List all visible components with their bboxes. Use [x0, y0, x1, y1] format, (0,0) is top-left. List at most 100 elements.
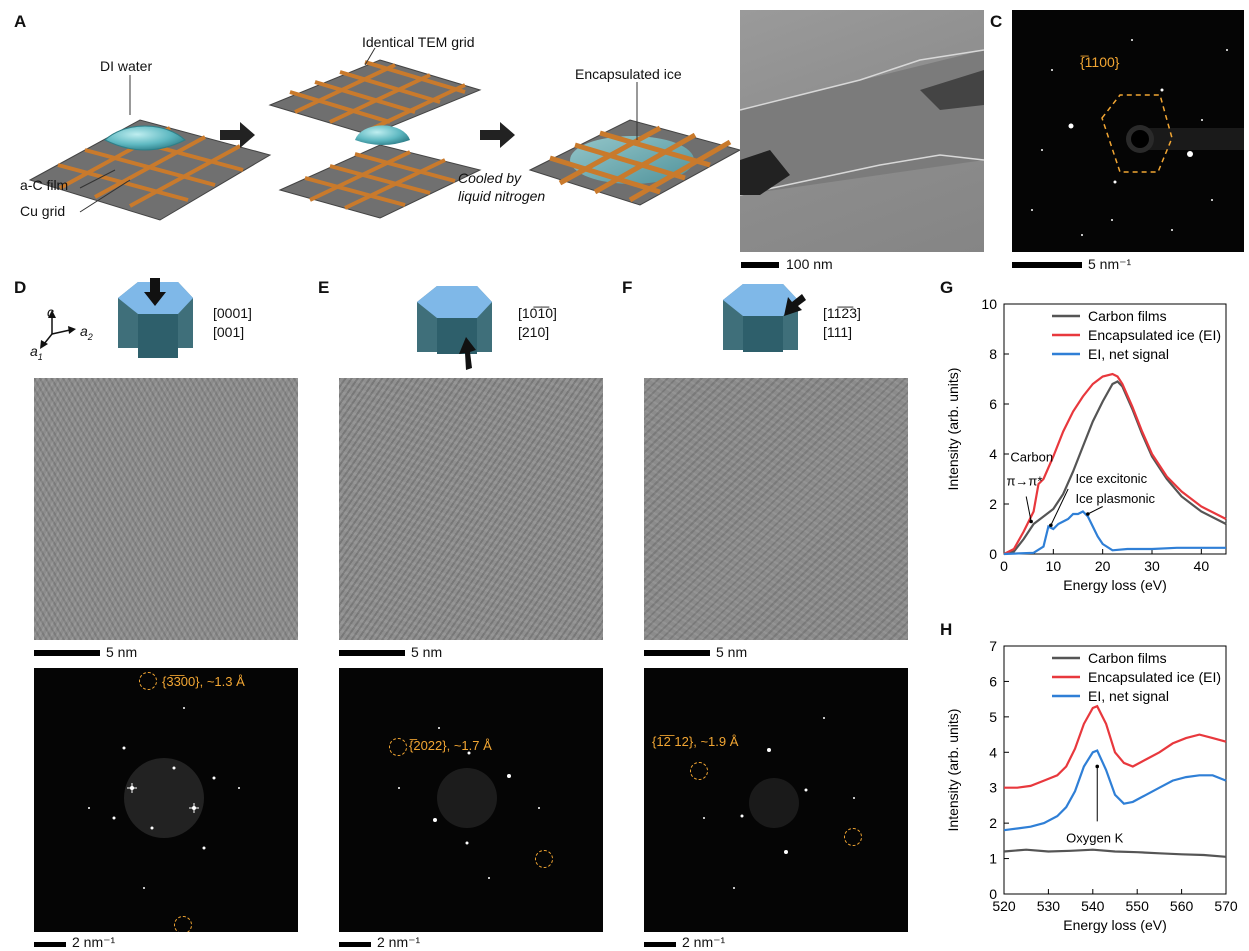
x-tick-label: 30	[1144, 558, 1160, 574]
label-encapsulated-ice: Encapsulated ice	[575, 66, 682, 82]
hrtem-image-f	[644, 378, 908, 640]
fft-image-d: {3̅3̅00}, ~1.3 Å	[34, 668, 298, 932]
y-tick-label: 7	[989, 638, 997, 654]
label-cu-grid: Cu grid	[20, 203, 66, 219]
series-line-2	[1004, 704, 1227, 789]
arrow-right-1-icon	[220, 122, 255, 148]
series-line-1	[1003, 380, 1227, 556]
y-tick-label: 6	[989, 673, 997, 689]
arrow-diagonal-f-icon	[784, 294, 806, 316]
scale-label-f: 5 nm	[716, 644, 748, 660]
arrow-down-d-icon	[144, 278, 166, 306]
scale-label-fft-e: 2 nm⁻¹	[377, 934, 421, 950]
x-tick-label: 0	[1000, 558, 1008, 574]
annot-oxygen-k-arrowhead	[1095, 764, 1100, 769]
dir-f-2: [111]	[823, 324, 853, 340]
annot-ice-plasmonic: Ice plasmonic	[1076, 491, 1156, 506]
y-tick-label: 5	[989, 709, 997, 725]
x-tick-label: 20	[1095, 558, 1111, 574]
crystal-f-shape	[723, 284, 806, 352]
fft-label-f: {1̅2̅ 12}, ~1.9 Å	[652, 734, 739, 749]
plot-frame	[1003, 645, 1227, 895]
series-line-3	[1003, 510, 1226, 556]
scale-label-fft-d: 2 nm⁻¹	[72, 934, 116, 950]
annot-ice-excitonic-arrow	[1050, 488, 1069, 526]
schematic-diagram	[28, 47, 740, 221]
series-line-1	[1003, 848, 1227, 858]
x-tick-label: 550	[1126, 898, 1150, 914]
y-tick-label: 10	[981, 296, 997, 312]
annot-oxygen-k: Oxygen K	[1066, 831, 1123, 846]
scalebar-f	[644, 650, 710, 656]
y-tick-label: 6	[989, 396, 997, 412]
series-line-2	[1003, 372, 1227, 555]
diffraction-pattern: {̅1100}	[1012, 10, 1244, 252]
legend-label-2: Encapsulated ice (EI)	[1088, 327, 1221, 343]
scale-label-d: 5 nm	[106, 644, 138, 660]
y-tick-label: 2	[989, 496, 997, 512]
label-di-water: DI water	[100, 58, 153, 74]
x-tick-label: 560	[1170, 898, 1194, 914]
step1-film-grid	[28, 75, 272, 221]
x-tick-label: 530	[1037, 898, 1061, 914]
scale-label-e: 5 nm	[411, 644, 443, 660]
step2-sandwich	[268, 47, 482, 219]
crystal-d-shape	[118, 278, 193, 358]
y-tick-label: 0	[989, 546, 997, 562]
annot-ice-excitonic: Ice excitonic	[1076, 471, 1148, 486]
label-ac-film: a-C film	[20, 177, 69, 193]
plot-frame	[1003, 303, 1227, 555]
fft-circle-d-2	[174, 916, 192, 932]
axis-a1-label: a1	[30, 343, 43, 362]
scale-label-fft-f: 2 nm⁻¹	[682, 934, 726, 950]
legend-label-2: Encapsulated ice (EI)	[1088, 669, 1221, 685]
label-tem-grid: Identical TEM grid	[362, 34, 475, 50]
dir-f-1: [11̅2̅3]	[823, 305, 861, 321]
y-tick-label: 8	[989, 346, 997, 362]
annot-carbon: Carbon	[1010, 450, 1053, 465]
fft-circle-d-1	[139, 672, 157, 690]
legend-label-3: EI, net signal	[1088, 688, 1169, 704]
x-tick-label: 10	[1046, 558, 1062, 574]
y-tick-label: 4	[989, 446, 997, 462]
panel-label-h: H	[940, 620, 953, 639]
arrow-right-2-icon	[480, 122, 515, 148]
axis-a2-label: a2	[80, 323, 93, 342]
fft-image-f: {1̅2̅ 12}, ~1.9 Å	[644, 668, 908, 932]
axis-c-label: c	[47, 304, 54, 320]
panel-label-a: A	[14, 12, 27, 31]
scale-label-c: 5 nm⁻¹	[1088, 256, 1132, 272]
fft-circle-f-2	[844, 828, 862, 846]
arrow-up-e-icon	[459, 337, 476, 370]
y-axis-label: Intensity (arb. units)	[945, 368, 961, 491]
y-tick-label: 1	[989, 851, 997, 867]
x-tick-label: 570	[1214, 898, 1238, 914]
scalebar-fft-d	[34, 942, 66, 947]
panel-label-e: E	[318, 278, 330, 297]
hexagon-outline	[1101, 94, 1173, 173]
series-line-3	[1003, 749, 1227, 832]
y-tick-label: 0	[989, 886, 997, 902]
step3-encapsulated	[528, 82, 740, 206]
annot-ice-excitonic-arrowhead	[1049, 523, 1053, 528]
x-tick-label: 520	[992, 898, 1016, 914]
x-tick-label: 40	[1194, 558, 1210, 574]
axis-triad	[40, 310, 76, 349]
fft-label-e: {̅2022}, ~1.7 Å	[409, 738, 492, 753]
water-droplet-shape	[104, 125, 186, 151]
annot-ice-plasmonic-arrow	[1087, 506, 1103, 515]
y-tick-label: 2	[989, 815, 997, 831]
panel-label-c: C	[990, 12, 1003, 31]
legend-label-1: Carbon films	[1088, 308, 1167, 324]
crystal-e-shape	[417, 286, 492, 370]
y-tick-label: 4	[989, 744, 997, 760]
x-axis-label: Energy loss (eV)	[1063, 917, 1166, 933]
fft-label-d: {3̅3̅00}, ~1.3 Å	[162, 674, 245, 689]
dir-e-2: [210]	[518, 324, 550, 340]
x-axis-label: Energy loss (eV)	[1063, 577, 1166, 593]
hrtem-image-e	[339, 378, 603, 640]
panel-label-d: D	[14, 278, 27, 297]
scale-label-b: 100 nm	[786, 256, 833, 272]
panel-label-g: G	[940, 278, 954, 297]
